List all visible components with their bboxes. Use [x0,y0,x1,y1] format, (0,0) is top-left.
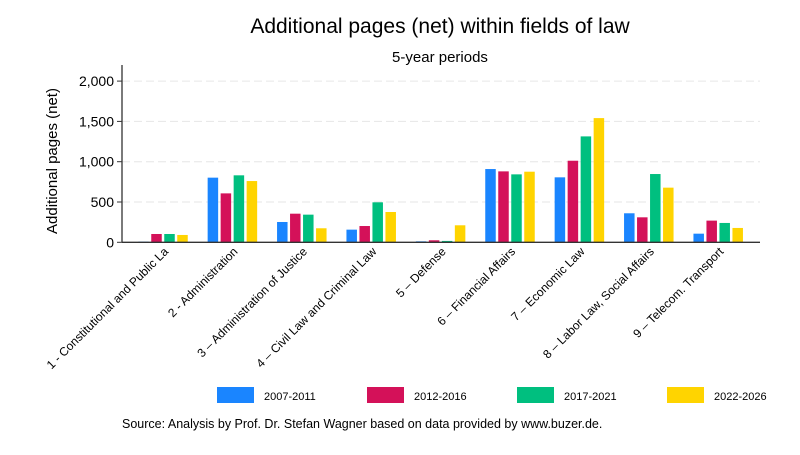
bar [428,240,440,243]
bar [554,177,566,243]
x-tick-label: 2 - Administration [165,245,240,320]
legend-label: 2017-2021 [564,391,617,403]
x-tick-label: 4 – Civil Law and Criminal Law [253,244,379,370]
bar [290,213,301,243]
bar [246,181,258,243]
bar [346,229,357,243]
bar [233,175,245,243]
bar [485,169,496,243]
y-tick-label: 1,000 [79,154,114,170]
x-tick-label: 7 – Economic Law [508,244,587,323]
bar [706,220,717,243]
bar [207,177,219,243]
x-tick-label: 6 – Financial Affairs [434,245,518,329]
x-tick-label: 3 – Administration of Justice [194,244,310,360]
bar [567,160,579,243]
bar [580,136,592,243]
bar [524,171,535,243]
chart-title: Additional pages (net) within fields of … [250,15,630,38]
y-tick-label: 0 [106,234,114,250]
bar [719,222,730,243]
y-tick-label: 1,500 [79,113,114,129]
source-note: Source: Analysis by Prof. Dr. Stefan Wag… [122,417,602,431]
x-tick-label: 1 - Constitutional and Public La [44,244,172,372]
x-tick-label: 5 – Defense [393,244,449,300]
bar [177,234,188,243]
x-tick-label: 8 – Labor Law, Social Affairs [540,245,657,362]
bar [303,214,314,243]
y-tick-label: 500 [91,194,115,210]
bar [220,193,232,243]
y-axis-label: Additional pages (net) [44,88,61,234]
bar [663,187,674,243]
bar [650,174,661,243]
legend-label: 2007-2011 [264,391,316,403]
bar [693,233,704,243]
bar [151,233,162,243]
bar [441,240,453,243]
legend-label: 2012-2016 [414,391,467,403]
bar [498,171,509,243]
bar [277,221,288,243]
bar [385,211,396,243]
bar [624,213,635,243]
y-tick-label: 2,000 [79,73,114,89]
legend-swatch [667,387,704,403]
bar [359,226,370,243]
bar [637,217,648,243]
bar [511,174,522,243]
bar [732,227,743,243]
bar [454,225,466,243]
bar [164,233,175,243]
chart-subtitle: 5-year periods [392,49,488,66]
legend-label: 2022-2026 [714,391,767,403]
legend-swatch [367,387,404,403]
bar [593,118,605,243]
legend-swatch [217,387,254,403]
bar [316,228,327,243]
bar [372,202,383,243]
legend-swatch [517,387,554,403]
